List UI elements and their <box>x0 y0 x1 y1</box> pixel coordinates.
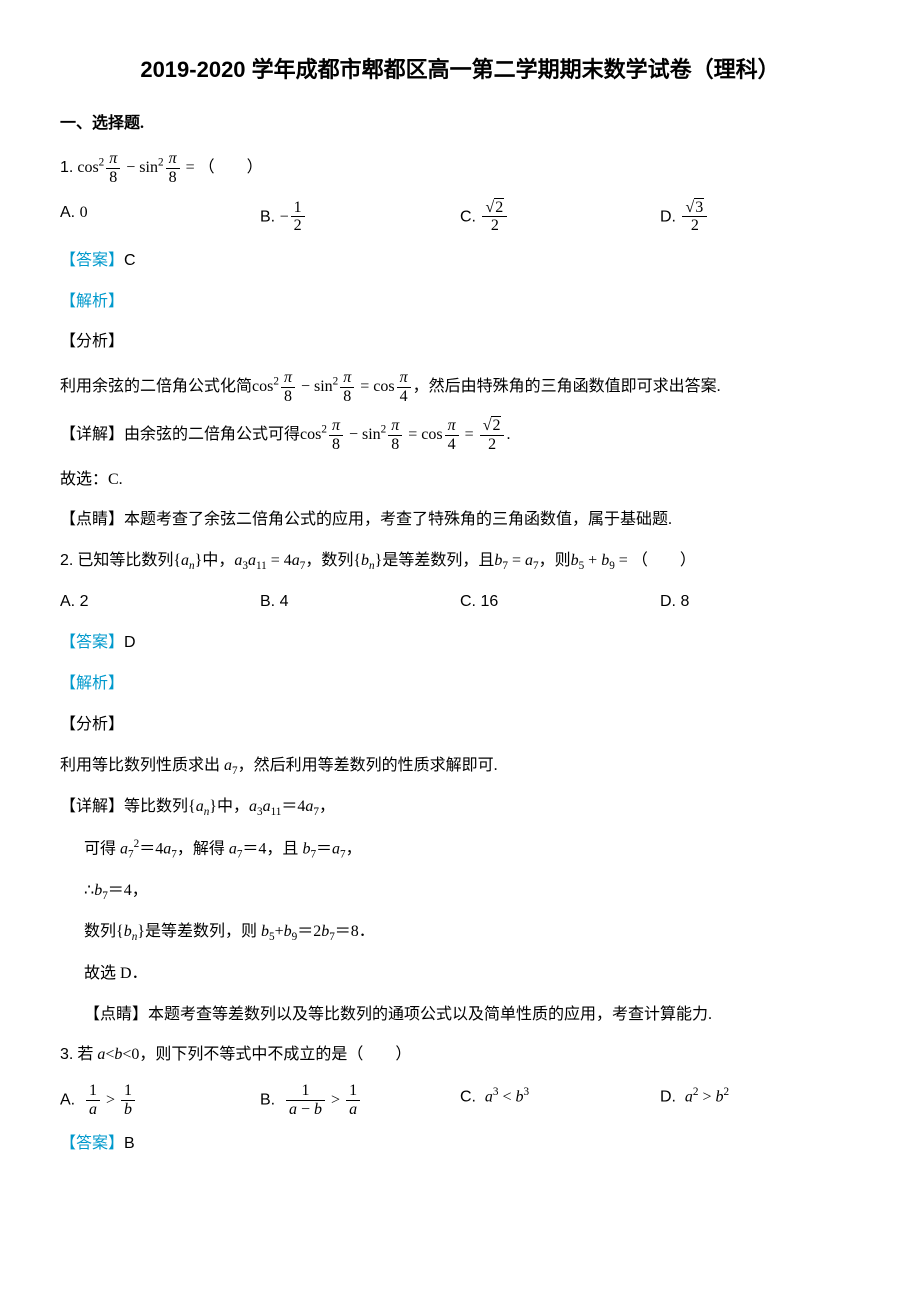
dianjing-text: 本题考查了余弦二倍角公式的应用，考查了特殊角的三角函数值，属于基础题. <box>124 511 672 528</box>
optA-val: 0 <box>80 204 88 221</box>
q2-num: 2. <box>60 552 73 569</box>
q3-optB: B. 1a − b > 1a <box>260 1082 460 1118</box>
q2-t4: 是等差数列，且 <box>382 552 494 569</box>
q2-options: A. 2 B. 4 C. 16 D. 8 <box>60 588 860 617</box>
q2-dianjing: 【点睛】本题考查等差数列以及等比数列的通项公式以及简单性质的应用，考查计算能力. <box>60 1001 860 1030</box>
q2-answer: 【答案】D <box>60 629 860 658</box>
q1-eq: = <box>182 159 199 176</box>
q2-fenxi: 利用等比数列性质求出 a7，然后利用等差数列的性质求解即可. <box>60 752 860 781</box>
q1-optA: A. 0 <box>60 199 260 235</box>
q2-detail-l2: 可得 a72＝4a7，解得 a7＝4，且 b7＝a7， <box>60 834 860 865</box>
q2-optD: D. 8 <box>660 588 860 617</box>
q2-detail-l3: ∴b7＝4， <box>60 877 860 906</box>
question-2: 2. 已知等比数列{an}中，a3a11 = 4a7，数列{bn}是等差数列，且… <box>60 547 860 576</box>
q3-options: A. 1a > 1b B. 1a − b > 1a C. a3 < b3 D. … <box>60 1082 860 1118</box>
q2-detail-l1: 【详解】等比数列{an}中，a3a11＝4a7， <box>60 793 860 822</box>
detail-pre: 由余弦的二倍角公式可得 <box>124 426 300 443</box>
optA-label: A. <box>60 204 75 221</box>
answer-val: C <box>124 252 136 269</box>
detail-label: 【详解】 <box>60 798 124 815</box>
q1-optC: C. 22 <box>460 199 660 235</box>
q3-optC: C. a3 < b3 <box>460 1082 660 1118</box>
q2-t1: 已知等比数列 <box>77 552 173 569</box>
detail-label: 【详解】 <box>60 426 124 443</box>
q1-analysis: 【解析】 <box>60 288 860 317</box>
optA-label: A. <box>60 1091 75 1108</box>
q3-optA: A. 1a > 1b <box>60 1082 260 1118</box>
q1-options: A. 0 B. −12 C. 22 D. 32 <box>60 199 860 235</box>
optD-label: D. <box>660 1088 676 1105</box>
q1-num: 1. <box>60 159 73 176</box>
optC-label: C. <box>460 208 476 225</box>
q2-detail-l4: 数列{bn}是等差数列，则 b5+b9＝2b7＝8． <box>60 918 860 947</box>
q1-optB: B. −12 <box>260 199 460 235</box>
question-1: 1. cos2π8 − sin2π8 = （ ） <box>60 150 860 186</box>
q1-fenxi: 利用余弦的二倍角公式化简cos2π8 − sin2π8 = cosπ4，然后由特… <box>60 369 860 405</box>
q3-optD: D. a2 > b2 <box>660 1082 860 1118</box>
dianjing-text: 本题考查等差数列以及等比数列的通项公式以及简单性质的应用，考查计算能力. <box>148 1006 712 1023</box>
q1-detail: 【详解】由余弦的二倍角公式可得cos2π8 − sin2π8 = cosπ4 =… <box>60 417 860 453</box>
exam-title: 2019-2020 学年成都市郫都区高一第二学期期末数学试卷（理科） <box>60 50 860 90</box>
q2-t3: ，数列 <box>305 552 353 569</box>
q1-optD: D. 32 <box>660 199 860 235</box>
optD-label: D. <box>660 208 676 225</box>
dianjing-label: 【点睛】 <box>84 1006 148 1023</box>
q2-fenxi-label: 【分析】 <box>60 711 860 740</box>
optC-label: C. <box>460 1088 476 1105</box>
answer-bracket: 【答案】 <box>60 252 124 269</box>
answer-val: D <box>124 634 136 651</box>
q2-paren: （ ） <box>632 552 696 569</box>
answer-bracket: 【答案】 <box>60 1135 124 1152</box>
q3-answer: 【答案】B <box>60 1130 860 1159</box>
q2-detail-l5: 故选 D． <box>60 960 860 989</box>
fenxi-pre: 利用余弦的二倍角公式化简 <box>60 378 252 395</box>
q2-t5: ，则 <box>539 552 571 569</box>
q1-fenxi-label: 【分析】 <box>60 328 860 357</box>
optB-label: B. <box>260 1091 275 1108</box>
q2-t2: 中， <box>202 552 234 569</box>
question-3: 3. 若 a<b<0，则下列不等式中不成立的是（ ） <box>60 1041 860 1070</box>
q3-num: 3. <box>60 1046 73 1063</box>
q1-expr: cos2 <box>77 159 104 176</box>
detail-period: . <box>506 426 510 443</box>
answer-bracket: 【答案】 <box>60 634 124 651</box>
q1-answer: 【答案】C <box>60 247 860 276</box>
q2-optC: C. 16 <box>460 588 660 617</box>
section-header: 一、选择题. <box>60 110 860 139</box>
q1-guxuan: 故选：C. <box>60 466 860 495</box>
q2-optA: A. 2 <box>60 588 260 617</box>
fenxi-post: ，然后由特殊角的三角函数值即可求出答案. <box>413 378 721 395</box>
optB-label: B. <box>260 208 275 225</box>
dianjing-label: 【点睛】 <box>60 511 124 528</box>
q2-optB: B. 4 <box>260 588 460 617</box>
q1-paren: （ ） <box>199 159 263 176</box>
answer-val: B <box>124 1135 135 1152</box>
q2-analysis: 【解析】 <box>60 670 860 699</box>
q1-dianjing: 【点睛】本题考查了余弦二倍角公式的应用，考查了特殊角的三角函数值，属于基础题. <box>60 506 860 535</box>
